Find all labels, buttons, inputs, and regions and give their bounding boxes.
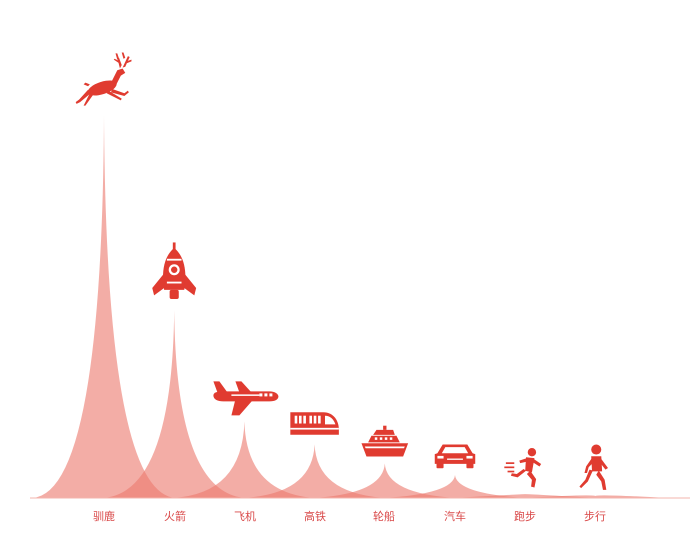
- runner-icon: [504, 448, 542, 488]
- peak-ship: [312, 463, 457, 498]
- car-icon: [434, 444, 476, 469]
- category-label: 飞机: [234, 509, 256, 523]
- category-label: 跑步: [514, 509, 536, 523]
- peak-airplane: [172, 421, 317, 498]
- category-label: 火箭: [164, 509, 186, 523]
- walker-icon: [579, 444, 608, 490]
- category-label: 汽车: [444, 509, 466, 523]
- peak-rocket: [102, 310, 247, 498]
- category-label: 步行: [584, 510, 606, 523]
- category-label: 轮船: [373, 509, 395, 523]
- peaks-group: [32, 115, 668, 498]
- peak-walker: [523, 495, 668, 498]
- reindeer-icon: [75, 52, 132, 106]
- peak-reindeer: [32, 115, 176, 498]
- peak-car: [383, 475, 527, 498]
- airplane-icon: [213, 381, 279, 416]
- train-icon: [290, 412, 339, 435]
- category-label: 高铁: [304, 509, 326, 523]
- category-labels: 驯鹿 火箭 飞机 高铁 轮船 汽车 跑步 步行: [93, 509, 606, 523]
- category-label: 驯鹿: [93, 509, 115, 523]
- icons-group: [75, 52, 608, 490]
- peak-train: [242, 444, 387, 498]
- ship-icon: [361, 425, 409, 457]
- rocket-icon: [152, 242, 197, 300]
